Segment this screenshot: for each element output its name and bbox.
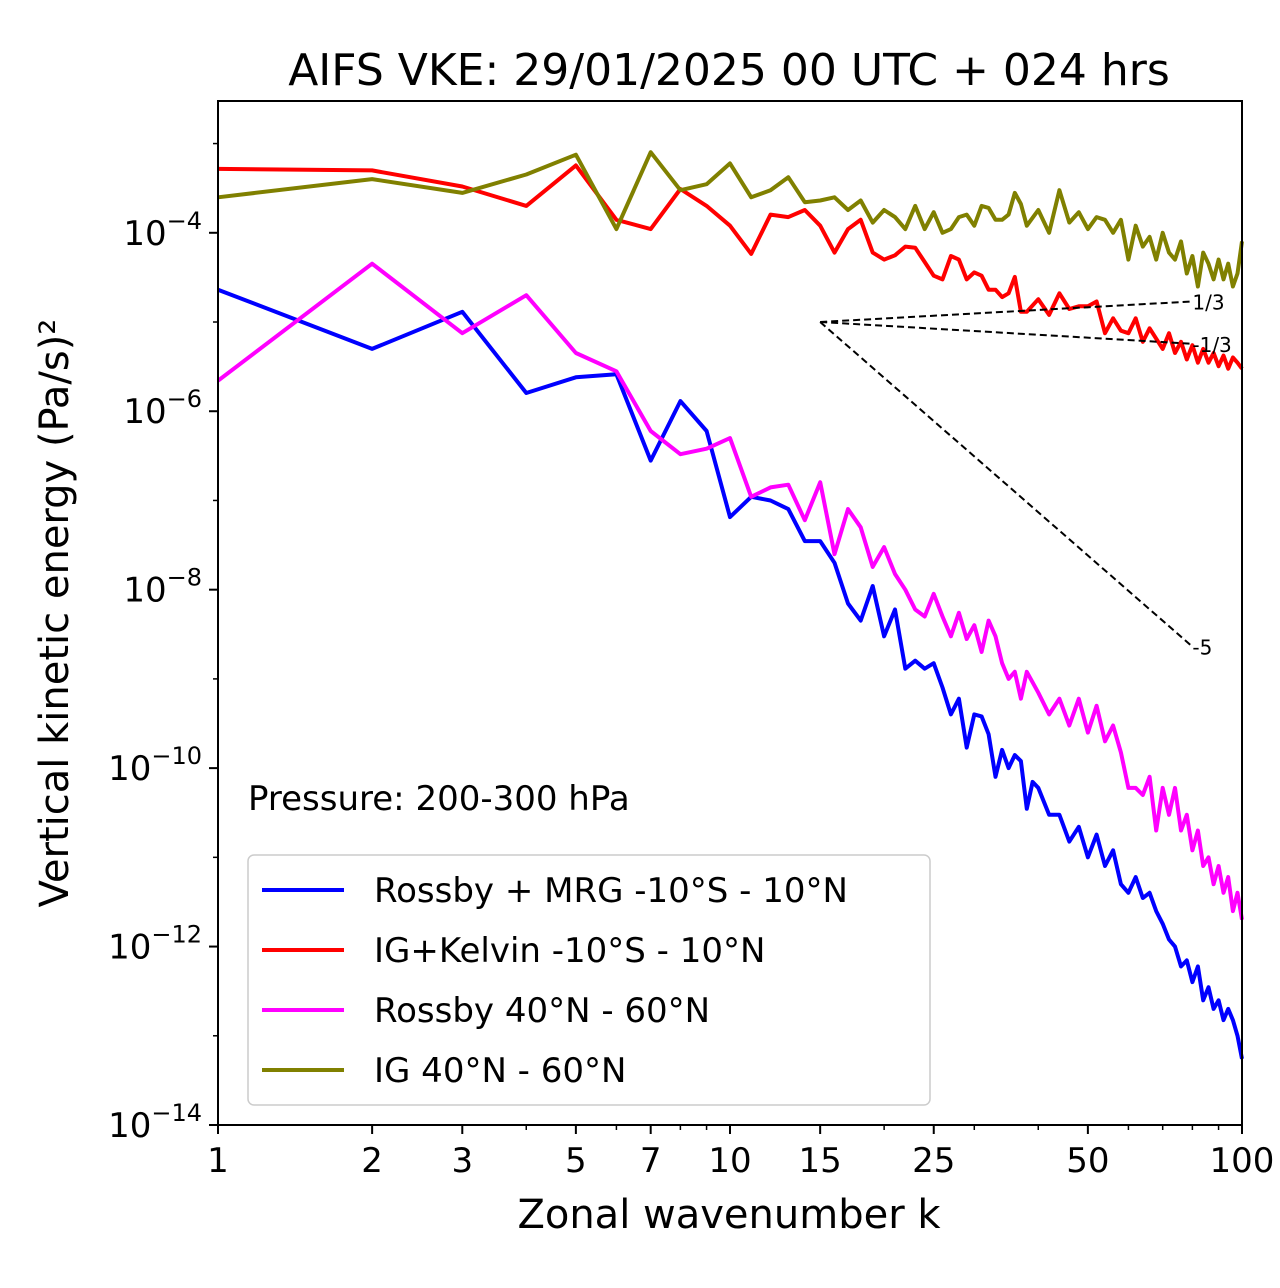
- x-tick-label: 100: [1210, 1141, 1275, 1181]
- legend-label-4: IG 40°N - 60°N: [374, 1051, 626, 1091]
- series-line-3: [216, 261, 1244, 921]
- x-tick-label: 1: [207, 1141, 229, 1181]
- plot-lines: [216, 150, 1244, 1060]
- y-tick-exponent: −10: [151, 742, 202, 770]
- x-tick-label: 10: [708, 1141, 751, 1181]
- x-tick-label: 50: [1066, 1141, 1109, 1181]
- y-tick-exponent: −8: [167, 564, 202, 592]
- slope-label-1: 1/3: [1192, 290, 1224, 314]
- slope-line-1: [820, 300, 1193, 324]
- y-tick-exponent: −6: [167, 385, 202, 413]
- x-tick-label: 2: [361, 1141, 383, 1181]
- slope-line-2: [820, 321, 1193, 345]
- x-axis-ticks: 1 2 3 5 7 10 15 25 50 100: [207, 1125, 1274, 1181]
- x-tick-label: 5: [565, 1141, 587, 1181]
- y-tick-label: 10−6: [123, 385, 202, 432]
- legend-label-2: IG+Kelvin -10°S - 10°N: [374, 931, 765, 971]
- legend: Rossby + MRG -10°S - 10°N IG+Kelvin -10°S…: [247, 854, 931, 1106]
- x-tick-label: 3: [451, 1141, 473, 1181]
- slope-line-3: [819, 321, 1194, 648]
- x-tick-label: 7: [640, 1141, 662, 1181]
- y-tick-exponent: −12: [151, 921, 202, 949]
- y-tick-label: 10−4: [123, 207, 202, 254]
- x-axis-label: Zonal wavenumber k: [517, 1192, 941, 1238]
- legend-label-3: Rossby 40°N - 60°N: [374, 991, 710, 1031]
- x-tick-label: 15: [799, 1141, 842, 1181]
- y-tick-exponent: −14: [151, 1099, 202, 1127]
- x-tick-label: 25: [912, 1141, 955, 1181]
- series-line-2: [217, 163, 1244, 371]
- chart-title: AIFS VKE: 29/01/2025 00 UTC + 024 hrs: [288, 45, 1170, 96]
- legend-label-1: Rossby + MRG -10°S - 10°N: [374, 871, 848, 911]
- slope-label-3: -5: [1192, 636, 1212, 660]
- series-line-4: [217, 150, 1244, 289]
- y-tick-exponent: −4: [167, 207, 202, 235]
- legend-items: Rossby + MRG -10°S - 10°N IG+Kelvin -10°S…: [262, 871, 848, 1091]
- series-line-1: [217, 287, 1244, 1060]
- pressure-annotation: Pressure: 200-300 hPa: [248, 779, 630, 819]
- slope-label-2: -1/3: [1192, 333, 1231, 357]
- y-axis-label: Vertical kinetic energy (Pa/s)²: [32, 319, 78, 908]
- legend-box: [247, 854, 931, 1106]
- reference-lines: 1/3 -1/3 -5: [819, 290, 1232, 660]
